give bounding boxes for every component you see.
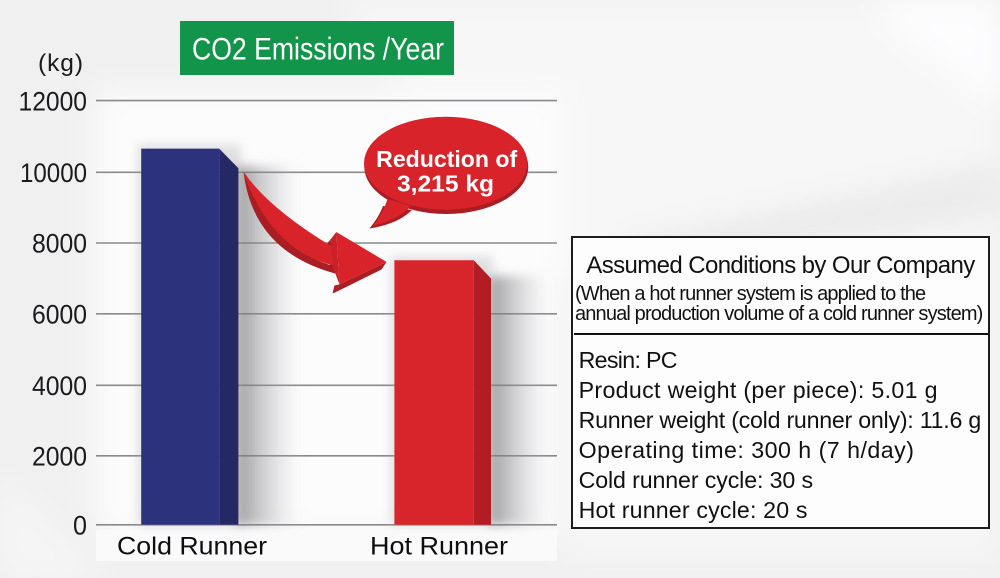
- svg-text:Hot Runner: Hot Runner: [370, 533, 508, 561]
- svg-text:(kg): (kg): [38, 50, 83, 77]
- svg-text:CO2 Emissions /Year: CO2 Emissions /Year: [192, 31, 444, 67]
- svg-text:8000: 8000: [32, 229, 87, 259]
- svg-text:0: 0: [73, 510, 87, 540]
- svg-text:2000: 2000: [32, 441, 87, 471]
- svg-text:Reduction of: Reduction of: [376, 146, 517, 172]
- svg-text:6000: 6000: [32, 299, 87, 329]
- svg-text:10000: 10000: [20, 158, 87, 188]
- svg-text:12000: 12000: [19, 86, 88, 116]
- svg-text:4000: 4000: [32, 371, 87, 401]
- svg-text:Cold Runner: Cold Runner: [117, 533, 267, 561]
- svg-text:3,215 kg: 3,215 kg: [397, 171, 494, 197]
